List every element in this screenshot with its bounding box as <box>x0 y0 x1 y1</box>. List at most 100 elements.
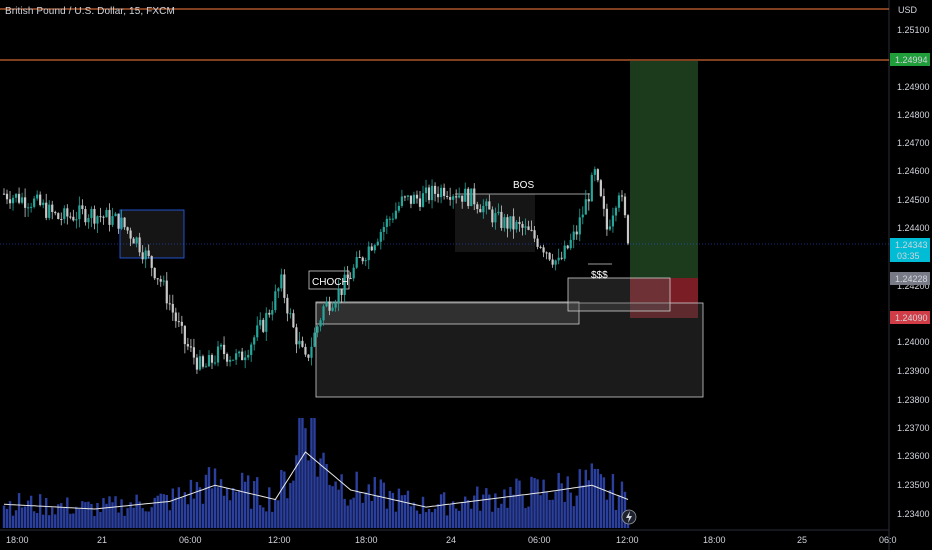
liquidity-demand-zone[interactable] <box>567 277 671 312</box>
candle-body[interactable] <box>406 195 410 197</box>
candle-body[interactable] <box>2 193 6 195</box>
candle-body[interactable] <box>265 312 268 332</box>
candle-body[interactable] <box>271 310 274 315</box>
candle-body[interactable] <box>473 188 476 205</box>
candle-body[interactable] <box>403 196 407 198</box>
candle-body[interactable] <box>117 213 120 229</box>
candle-body[interactable] <box>322 306 325 321</box>
candle-body[interactable] <box>319 320 322 327</box>
candle-body[interactable] <box>446 195 449 198</box>
candle-body[interactable] <box>256 325 259 338</box>
candle-body[interactable] <box>165 280 168 304</box>
candle-body[interactable] <box>195 357 199 370</box>
candle-body[interactable] <box>63 208 66 220</box>
candle-body[interactable] <box>162 280 165 282</box>
candle-body[interactable] <box>373 245 376 251</box>
candle-body[interactable] <box>183 325 186 345</box>
candle-body[interactable] <box>295 327 298 345</box>
candle-body[interactable] <box>81 205 84 210</box>
candle-body[interactable] <box>421 193 425 207</box>
candle-body[interactable] <box>605 208 608 230</box>
candle-body[interactable] <box>14 193 18 198</box>
candle-body[interactable] <box>177 321 180 323</box>
candle-body[interactable] <box>24 197 27 208</box>
candle-body[interactable] <box>364 260 367 262</box>
candle-body[interactable] <box>358 257 361 259</box>
candle-body[interactable] <box>159 279 162 282</box>
candle-body[interactable] <box>599 180 602 197</box>
candle-body[interactable] <box>247 354 250 358</box>
candle-body[interactable] <box>204 366 208 368</box>
candle-body[interactable] <box>551 259 554 265</box>
candle-body[interactable] <box>608 226 612 230</box>
candle-body[interactable] <box>129 230 132 239</box>
candle-body[interactable] <box>189 346 192 348</box>
candle-body[interactable] <box>557 257 560 261</box>
candle-body[interactable] <box>533 230 536 239</box>
candle-body[interactable] <box>440 187 443 198</box>
candle-body[interactable] <box>219 344 223 347</box>
candle-body[interactable] <box>554 260 557 265</box>
candle-body[interactable] <box>602 196 605 209</box>
candle-body[interactable] <box>391 218 394 220</box>
candle-body[interactable] <box>560 257 563 259</box>
candle-body[interactable] <box>54 212 57 214</box>
candle-body[interactable] <box>527 226 530 230</box>
candle-body[interactable] <box>90 208 93 219</box>
candle-body[interactable] <box>458 195 461 198</box>
candle-body[interactable] <box>593 169 596 175</box>
large-demand-zone[interactable] <box>315 302 704 398</box>
candle-body[interactable] <box>415 194 419 199</box>
candle-body[interactable] <box>539 246 542 248</box>
candle-body[interactable] <box>283 274 286 298</box>
candle-body[interactable] <box>430 185 434 201</box>
candle-body[interactable] <box>274 291 277 311</box>
candle-body[interactable] <box>192 347 196 358</box>
candle-body[interactable] <box>388 218 391 220</box>
candle-body[interactable] <box>452 196 455 200</box>
candle-body[interactable] <box>536 238 539 247</box>
candle-body[interactable] <box>132 238 135 244</box>
candle-body[interactable] <box>578 217 581 235</box>
candle-body[interactable] <box>298 340 301 345</box>
candle-body[interactable] <box>39 194 42 205</box>
candle-body[interactable] <box>51 204 54 213</box>
candle-body[interactable] <box>292 313 295 328</box>
candle-body[interactable] <box>449 197 452 200</box>
candle-body[interactable] <box>467 188 470 207</box>
candle-body[interactable] <box>509 216 512 229</box>
candle-body[interactable] <box>17 193 21 203</box>
candle-body[interactable] <box>485 201 488 206</box>
candle-body[interactable] <box>491 209 494 223</box>
candle-body[interactable] <box>500 211 503 228</box>
candle-body[interactable] <box>259 319 262 326</box>
candle-body[interactable] <box>120 217 123 229</box>
candle-body[interactable] <box>346 274 349 279</box>
candle-body[interactable] <box>123 217 126 228</box>
candle-body[interactable] <box>171 303 174 313</box>
candle-body[interactable] <box>102 216 105 218</box>
candle-body[interactable] <box>114 213 117 217</box>
candle-body[interactable] <box>427 187 431 201</box>
candle-body[interactable] <box>180 321 183 326</box>
candle-body[interactable] <box>572 231 575 240</box>
candle-body[interactable] <box>207 355 211 367</box>
candle-body[interactable] <box>60 219 63 221</box>
candle-body[interactable] <box>20 197 24 203</box>
candle-body[interactable] <box>262 319 265 332</box>
candle-body[interactable] <box>464 188 467 202</box>
candle-body[interactable] <box>587 199 590 202</box>
candle-body[interactable] <box>382 226 385 232</box>
candle-body[interactable] <box>349 278 352 280</box>
candle-body[interactable] <box>563 245 566 259</box>
candle-body[interactable] <box>8 199 12 204</box>
candle-body[interactable] <box>27 207 30 209</box>
candle-body[interactable] <box>99 216 102 218</box>
candle-body[interactable] <box>11 197 15 204</box>
candle-body[interactable] <box>168 303 171 305</box>
candle-body[interactable] <box>455 196 458 198</box>
candle-body[interactable] <box>216 346 220 363</box>
candle-body[interactable] <box>69 216 72 218</box>
candle-body[interactable] <box>545 252 548 254</box>
candle-body[interactable] <box>232 359 235 361</box>
